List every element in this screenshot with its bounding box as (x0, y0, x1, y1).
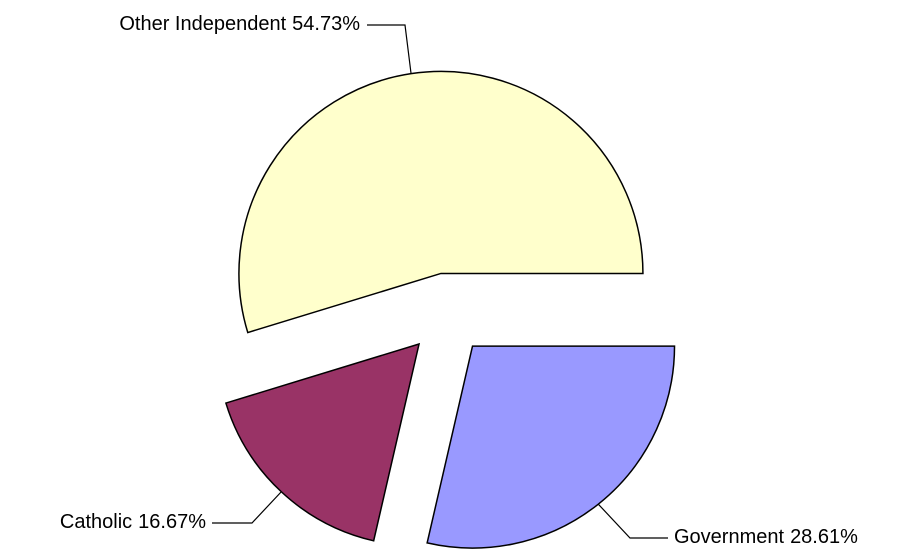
slice-label: Government 28.61% (674, 526, 858, 548)
slice-label-name: Catholic (60, 511, 132, 533)
slice-label: Catholic 16.67% (60, 511, 206, 533)
slice-label-value: 54.73% (292, 13, 360, 35)
pie-slice (238, 70, 644, 334)
slice-label-name: Other Independent (119, 13, 286, 35)
pie-slice (224, 342, 421, 542)
slice-label-value: 28.61% (790, 526, 858, 548)
pie-slice (426, 345, 676, 549)
slice-label-name: Government (674, 526, 784, 548)
slice-label: Other Independent 54.73% (119, 13, 360, 35)
leader-line (597, 503, 668, 539)
slice-label-value: 16.67% (138, 511, 206, 533)
leader-line (367, 24, 412, 74)
leader-line (212, 491, 282, 524)
